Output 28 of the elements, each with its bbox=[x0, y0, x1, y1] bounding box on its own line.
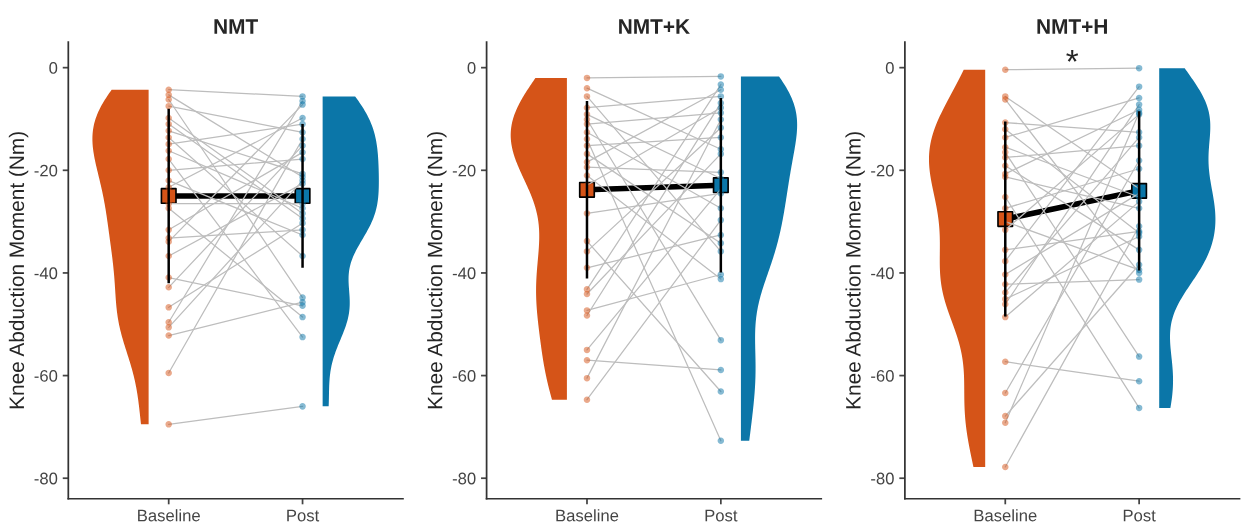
chart-title: NMT bbox=[214, 19, 258, 34]
y-axis-title: Knee Abduction Moment (Nm) bbox=[427, 132, 447, 409]
x-tick-label: Post bbox=[1123, 509, 1156, 522]
y-tick-label: 0 bbox=[885, 62, 894, 74]
y-tick-label: -20 bbox=[452, 164, 476, 177]
x-tick-label: Baseline bbox=[138, 509, 200, 522]
y-tick-label: -40 bbox=[871, 267, 894, 280]
y-tick-label: 0 bbox=[467, 62, 476, 74]
x-tick-label: Post bbox=[287, 509, 320, 522]
y-tick-label: -60 bbox=[34, 369, 58, 382]
annotation: * bbox=[1066, 50, 1079, 62]
y-tick-label: -60 bbox=[871, 369, 894, 382]
y-axis-title: Knee Abduction Moment (Nm) bbox=[845, 132, 865, 409]
y-tick-label: -80 bbox=[34, 472, 58, 485]
y-tick-label: -60 bbox=[452, 369, 476, 382]
x-tick-label: Baseline bbox=[556, 509, 619, 522]
y-tick-label: -80 bbox=[452, 472, 476, 485]
y-tick-label: 0 bbox=[49, 62, 58, 74]
x-tick-label: Post bbox=[705, 509, 738, 522]
y-tick-label: -20 bbox=[871, 164, 894, 177]
y-tick-label: -40 bbox=[34, 267, 58, 280]
y-tick-label: -20 bbox=[34, 164, 58, 177]
x-tick-label: Baseline bbox=[974, 509, 1037, 522]
chart-title: NMT+K bbox=[619, 19, 690, 34]
chart-title: NMT+H bbox=[1037, 19, 1107, 34]
y-axis-title: Knee Abduction Moment (Nm) bbox=[8, 132, 29, 409]
y-tick-label: -80 bbox=[871, 472, 894, 485]
y-tick-label: -40 bbox=[452, 267, 476, 280]
